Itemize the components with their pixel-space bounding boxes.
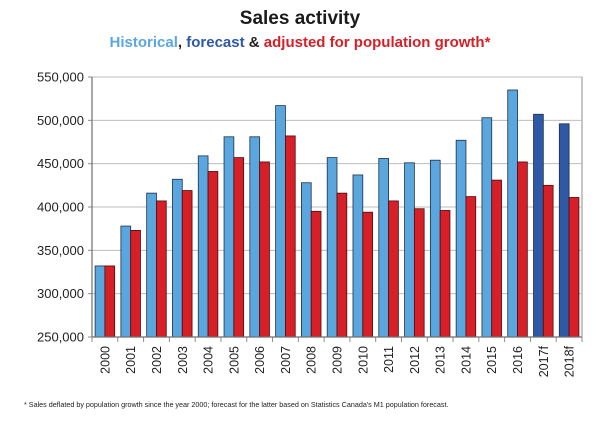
x-tick-label: 2018f — [563, 345, 577, 377]
bar-adjusted-2013 — [439, 210, 451, 338]
x-tick-label: 2012 — [408, 346, 422, 374]
x-tick-label: 2006 — [253, 346, 267, 374]
x-tick-label: 2003 — [176, 346, 190, 374]
y-tick-label: 400,000 — [37, 200, 84, 215]
x-tick-label: 2010 — [356, 346, 370, 374]
bar-adjusted-2014 — [465, 196, 477, 338]
x-tick-label: 2016 — [511, 346, 525, 374]
bar-historical-2003 — [172, 178, 183, 338]
bar-adjusted-2018f — [568, 197, 580, 338]
bar-adjusted-2001 — [130, 229, 141, 338]
bar-historical-2001 — [120, 225, 132, 338]
y-tick-label: 350,000 — [37, 243, 84, 258]
subtitle-historical: Historical — [109, 34, 178, 51]
subtitle-separator-2: & — [244, 34, 264, 51]
bar-adjusted-2016 — [517, 161, 528, 338]
y-tick-label: 500,000 — [37, 113, 84, 128]
y-tick-label: 300,000 — [37, 286, 84, 301]
bar-adjusted-2002 — [156, 200, 167, 338]
x-tick-label: 2011 — [382, 346, 396, 373]
bar-historical-2008 — [301, 182, 312, 338]
bar-adjusted-2008 — [310, 210, 322, 338]
bar-historical-2011 — [378, 158, 389, 338]
bar-adjusted-2000 — [104, 265, 116, 338]
bar-adjusted-2007 — [285, 135, 296, 338]
bar-adjusted-2005 — [233, 157, 245, 338]
bar-historical-2004 — [197, 155, 209, 338]
bar-adjusted-2003 — [181, 190, 193, 338]
bar-adjusted-2004 — [207, 171, 219, 338]
bar-adjusted-2017f — [542, 184, 554, 338]
subtitle-separator-1: , — [177, 34, 187, 51]
bar-historical-2016 — [507, 89, 518, 338]
x-tick-label: 2009 — [331, 346, 345, 374]
bar-adjusted-2006 — [259, 161, 270, 338]
x-tick-label: 2005 — [227, 346, 241, 374]
bar-historical-2018f — [558, 123, 570, 338]
y-tick-label: 450,000 — [37, 156, 84, 171]
bar-historical-2013 — [429, 159, 441, 338]
x-tick-label: 2013 — [434, 346, 448, 374]
bar-historical-2005 — [223, 136, 235, 338]
subtitle-forecast: forecast — [186, 34, 245, 51]
x-tick-label: 2001 — [124, 346, 138, 374]
y-tick-label: 550,000 — [37, 70, 84, 85]
x-tick-label: 2008 — [305, 346, 319, 374]
bar-adjusted-2015 — [491, 179, 502, 338]
x-tick-label: 2002 — [150, 346, 164, 374]
bar-historical-2015 — [481, 117, 493, 338]
bar-adjusted-2011 — [388, 200, 399, 338]
x-tick-label: 2007 — [279, 346, 293, 374]
x-tick-label: 2017f — [537, 345, 551, 377]
chart-subtitle: Historical, forecast & adjusted for popu… — [0, 34, 600, 51]
y-tick-label: 250,000 — [37, 330, 84, 345]
footnote: * Sales deflated by population growth si… — [24, 400, 449, 409]
bar-historical-2010 — [352, 174, 364, 338]
x-tick-label: 2000 — [98, 346, 112, 374]
bar-historical-2017f — [533, 113, 544, 338]
bar-historical-2000 — [94, 265, 106, 338]
bar-historical-2014 — [455, 139, 467, 338]
bar-historical-2006 — [249, 136, 261, 338]
x-tick-label: 2015 — [485, 346, 499, 374]
bar-historical-2009 — [326, 157, 338, 338]
bar-adjusted-2009 — [336, 192, 348, 338]
chart-title: Sales activity — [239, 8, 361, 29]
bar-historical-2002 — [146, 192, 157, 338]
x-tick-label: 2014 — [459, 346, 473, 374]
bar-adjusted-2010 — [362, 211, 373, 338]
bar-historical-2012 — [404, 162, 415, 338]
x-tick-label: 2004 — [202, 346, 216, 374]
subtitle-adjusted: adjusted for population growth* — [263, 34, 491, 51]
bar-adjusted-2012 — [413, 208, 425, 338]
bar-historical-2007 — [275, 105, 286, 338]
